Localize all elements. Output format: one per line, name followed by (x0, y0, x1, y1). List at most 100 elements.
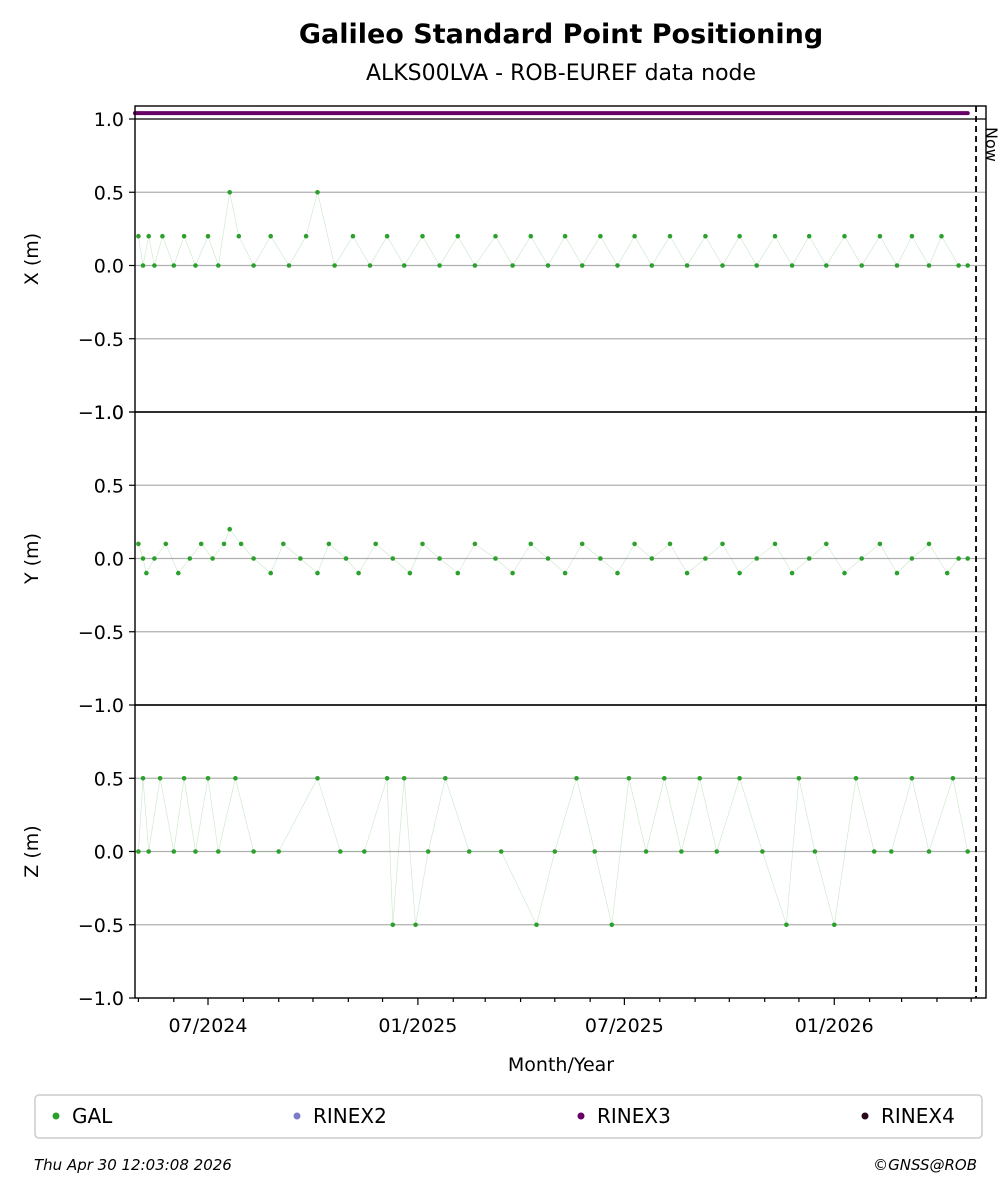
data-point-gal-z (233, 776, 238, 781)
data-point-gal-z (784, 922, 789, 928)
data-point-gal-x (437, 263, 442, 268)
data-point-gal-z (609, 922, 615, 928)
data-point-gal-y (703, 556, 708, 561)
data-point-gal-x (315, 190, 320, 195)
data-point-gal-x (455, 233, 461, 239)
data-point-gal-x (789, 263, 795, 268)
data-point-gal-z (140, 776, 146, 781)
data-point-gal-y (176, 570, 181, 576)
data-point-gal-y (926, 541, 932, 547)
data-point-gal-y (737, 570, 742, 576)
data-point-gal-y (720, 541, 725, 547)
data-point-gal-y (956, 556, 961, 561)
y-tick-label-y: 1.0 (94, 402, 124, 424)
data-point-gal-x (772, 233, 778, 239)
data-point-gal-y (390, 556, 396, 561)
legend-marker-rinex2 (293, 1112, 301, 1120)
data-point-gal-y (824, 541, 829, 547)
y-tick-label-x: 0.0 (94, 256, 124, 278)
y-tick-label-y: 0.0 (94, 549, 124, 571)
data-point-gal-y (315, 570, 320, 576)
data-point-gal-z (205, 776, 211, 781)
data-point-gal-y (136, 541, 141, 547)
data-point-gal-y (789, 570, 795, 576)
data-point-gal-z (592, 849, 597, 854)
data-point-gal-z (157, 776, 163, 781)
legend-label-rinex4: RINEX4 (881, 1104, 955, 1128)
data-point-gal-z (662, 776, 667, 781)
data-point-gal-x (824, 263, 829, 268)
data-point-gal-z (714, 849, 720, 854)
y-tick-label-x: 1.0 (94, 109, 124, 131)
data-point-gal-z (909, 776, 915, 781)
data-point-gal-y (528, 541, 534, 547)
data-point-gal-y (877, 541, 883, 547)
data-point-gal-z (171, 849, 177, 854)
data-point-gal-y (579, 541, 585, 547)
legend: GAL RINEX2 RINEX3 RINEX4 (34, 1094, 983, 1139)
y-axis-label-x: X (m) (21, 233, 43, 285)
x-axis-label: Month/Year (508, 1054, 614, 1076)
data-point-gal-y (562, 570, 568, 576)
data-point-gal-z (965, 849, 970, 854)
data-point-gal-y (493, 556, 498, 561)
data-point-gal-x (401, 263, 407, 268)
data-point-gal-y (806, 556, 812, 561)
data-point-gal-z (384, 776, 390, 781)
data-point-gal-x (493, 233, 498, 239)
y-tick-label-z: −0.5 (78, 915, 124, 937)
data-point-gal-y (944, 570, 950, 576)
data-point-gal-y (437, 556, 442, 561)
data-point-gal-x (703, 233, 708, 239)
data-point-gal-z (926, 849, 932, 854)
data-point-gal-y (965, 556, 970, 561)
data-point-gal-z (146, 849, 151, 854)
data-point-gal-z (534, 922, 539, 928)
data-point-gal-y (356, 570, 361, 576)
data-point-gal-x (136, 233, 141, 239)
data-point-gal-x (562, 233, 568, 239)
data-point-gal-y (615, 570, 620, 576)
data-point-gal-y (632, 541, 637, 547)
data-point-gal-x (859, 263, 864, 268)
data-point-gal-x (615, 263, 620, 268)
data-point-gal-x (181, 233, 187, 239)
data-point-gal-y (909, 556, 915, 561)
data-point-gal-y (510, 570, 515, 576)
data-point-gal-z (315, 776, 320, 781)
y-tick-label-x: −0.5 (78, 329, 124, 351)
y-tick-label-y: −1.0 (78, 695, 124, 717)
data-point-gal-x (528, 233, 534, 239)
y-tick-label-y: −0.5 (78, 622, 124, 644)
series-line-gal-y (138, 528, 968, 574)
data-point-gal-x (737, 233, 742, 239)
x-tick-label: 07/2025 (585, 1015, 664, 1037)
data-point-gal-y (420, 541, 425, 547)
data-point-gal-y (894, 570, 900, 576)
data-point-gal-z (216, 849, 221, 854)
data-point-gal-x (667, 233, 673, 239)
data-point-gal-z (276, 849, 282, 854)
data-point-gal-x (384, 233, 390, 239)
footer-credit: ©GNSS@ROB (873, 1156, 977, 1174)
data-point-gal-z (871, 849, 877, 854)
data-point-gal-x (171, 263, 177, 268)
legend-marker-rinex4 (861, 1112, 869, 1120)
data-point-gal-x (160, 233, 165, 239)
data-point-gal-x (193, 263, 198, 268)
data-point-gal-z (697, 776, 702, 781)
data-point-gal-x (350, 233, 356, 239)
x-tick-label: 01/2025 (378, 1015, 457, 1037)
y-tick-label-x: −1.0 (78, 402, 124, 424)
data-point-gal-y (455, 570, 461, 576)
data-point-gal-z (626, 776, 632, 781)
x-tick-label: 07/2024 (169, 1015, 248, 1037)
legend-label-rinex3: RINEX3 (597, 1104, 671, 1128)
data-point-gal-x (140, 263, 146, 268)
data-point-gal-x (146, 233, 151, 239)
data-point-gal-z (552, 849, 558, 854)
data-point-gal-z (466, 849, 472, 854)
data-point-gal-y (221, 541, 227, 547)
chart-subtitle: ALKS00LVA - ROB-EUREF data node (366, 61, 756, 86)
